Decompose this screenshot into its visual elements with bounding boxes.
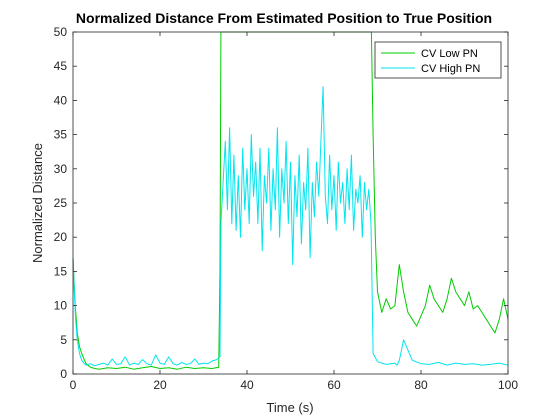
y-tick-label: 35 bbox=[54, 128, 68, 142]
chart-title: Normalized Distance From Estimated Posit… bbox=[76, 10, 492, 26]
y-tick-label: 20 bbox=[54, 230, 68, 244]
x-tick-label: 60 bbox=[327, 378, 341, 392]
y-axis-label: Normalized Distance bbox=[30, 143, 45, 263]
y-tick-label: 50 bbox=[54, 25, 68, 39]
x-tick-label: 80 bbox=[414, 378, 428, 392]
series-line-2 bbox=[72, 86, 509, 367]
x-tick-label: 40 bbox=[240, 378, 254, 392]
y-tick-label: 0 bbox=[60, 367, 67, 381]
legend-box bbox=[374, 41, 502, 79]
x-tick-label: 0 bbox=[70, 378, 77, 392]
y-tick-label: 45 bbox=[54, 59, 68, 73]
x-axis: 0 20 40 60 80 100 bbox=[70, 32, 518, 392]
plot-area bbox=[73, 32, 508, 374]
x-tick-label: 100 bbox=[498, 378, 518, 392]
x-axis-label: Time (s) bbox=[266, 400, 313, 415]
y-tick-label: 10 bbox=[54, 299, 68, 313]
legend-entry: CV High PN bbox=[421, 63, 480, 75]
legend-entry: CV Low PN bbox=[421, 48, 478, 60]
legend: CV Low PN CV High PN bbox=[374, 41, 502, 79]
y-tick-label: 40 bbox=[54, 93, 68, 107]
x-tick-label: 20 bbox=[153, 378, 167, 392]
y-tick-label: 5 bbox=[60, 333, 67, 347]
y-tick-label: 15 bbox=[54, 264, 68, 278]
y-axis: 0 5 10 15 20 25 30 35 40 45 50 bbox=[54, 25, 508, 381]
y-tick-label: 25 bbox=[54, 196, 68, 210]
y-tick-label: 30 bbox=[54, 162, 68, 176]
